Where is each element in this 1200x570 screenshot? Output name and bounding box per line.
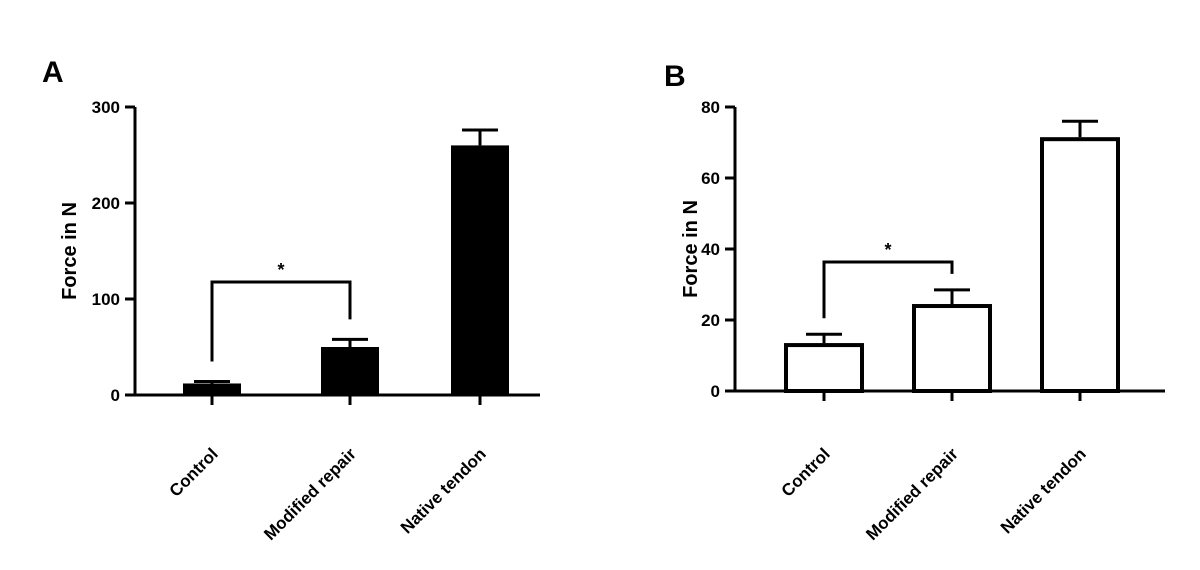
y-tick-label-a: 200	[92, 194, 120, 213]
significance-star-b: *	[884, 240, 891, 260]
panel-label-b: B	[664, 60, 686, 93]
y-axis-title-b: Force in N	[680, 200, 702, 298]
significance-bracket-a	[210, 280, 352, 362]
bar-b	[784, 343, 864, 394]
bar-a	[451, 145, 509, 395]
y-tick-label-b: 80	[701, 98, 720, 117]
y-tick-label-b: 40	[701, 240, 720, 259]
y-tick-label-a: 300	[92, 98, 120, 117]
y-tick-label-a: 0	[111, 386, 120, 405]
y-tick-label-a: 100	[92, 290, 120, 309]
bar-a	[183, 383, 241, 395]
significance-star-a: *	[277, 260, 284, 280]
x-category-label-b: Control	[778, 444, 834, 500]
x-category-label-a: Native tendon	[397, 444, 490, 537]
y-tick-label-b: 0	[711, 382, 720, 401]
bar-b	[912, 304, 992, 393]
chart-panel-a: A Force in N 0 100 200 300 Control Modified r…	[42, 56, 540, 544]
y-tick-label-b: 60	[701, 169, 720, 188]
x-category-label-b: Native tendon	[997, 444, 1090, 537]
panel-label-a: A	[42, 56, 64, 89]
chart-panel-b: B Force in N 0 20 40 60 80 Control Modified re…	[664, 60, 1165, 544]
x-category-label-a: Modified repair	[260, 444, 360, 544]
bar-b	[1040, 137, 1120, 393]
x-category-label-a: Control	[166, 444, 222, 500]
bar-a	[321, 347, 379, 395]
y-tick-label-b: 20	[701, 311, 720, 330]
significance-bracket-b	[822, 260, 954, 319]
y-axis-title-a: Force in N	[59, 202, 81, 300]
x-category-label-b: Modified repair	[862, 444, 962, 544]
